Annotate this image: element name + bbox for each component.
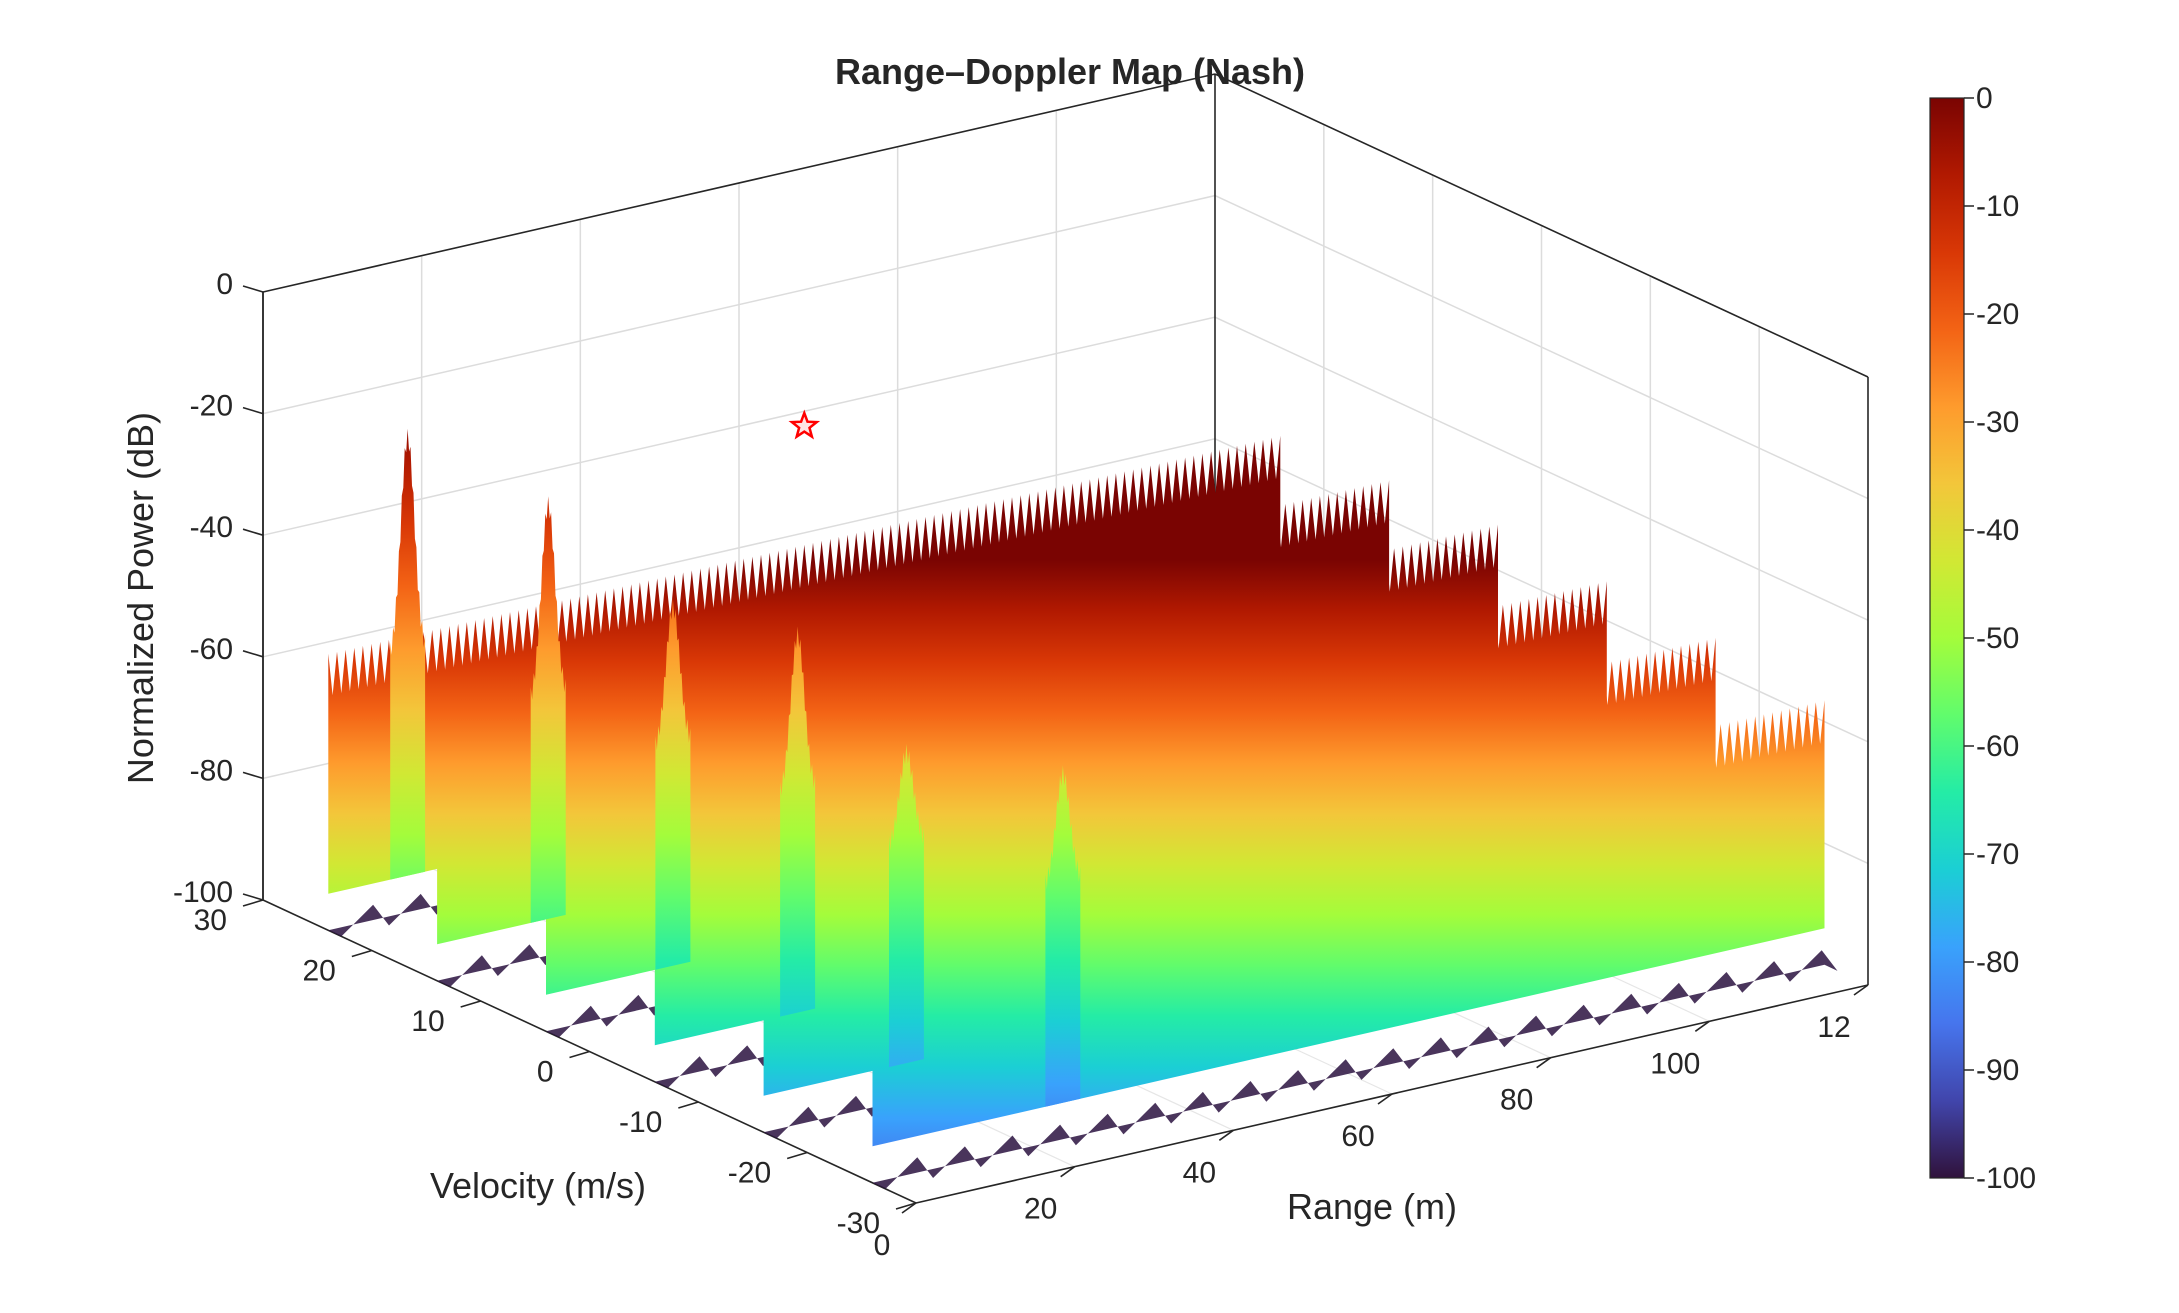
target-peak (390, 428, 426, 880)
axis-ticks: 02040608010012-30-20-100102030-100-80-60… (173, 268, 1869, 1262)
velocity-tick (460, 1000, 481, 1008)
range-tick (901, 1202, 917, 1214)
axes-box-edge (1214, 73, 1869, 378)
velocity-tick (895, 1202, 917, 1210)
colorbar-tick-label: -20 (1976, 298, 2019, 331)
colorbar-tick-label: -70 (1976, 838, 2019, 871)
surface-plot (328, 409, 1838, 1189)
range-tick (1694, 1020, 1710, 1032)
target-peak (655, 597, 691, 970)
colorbar-tick-label: -40 (1976, 514, 2019, 547)
gridline-power (262, 194, 1869, 500)
power-tick (242, 528, 264, 536)
ridge-5 (872, 700, 1838, 1189)
range-tick-label: 60 (1341, 1120, 1374, 1153)
colorbar-scale (1929, 97, 1965, 1179)
range-tick-label: 12 (1817, 1011, 1850, 1044)
target-peak (780, 626, 816, 1017)
velocity-tick-label: 20 (302, 955, 335, 988)
power-tick (242, 771, 264, 780)
power-tick-label: -20 (190, 390, 233, 423)
chart-title: Range–Doppler Map (Nash) (835, 51, 1305, 92)
colorbar-tick-label: -60 (1976, 730, 2019, 763)
velocity-tick (678, 1101, 699, 1109)
power-tick-label: 0 (216, 268, 233, 301)
velocity-tick-label: 30 (194, 904, 227, 937)
power-tick (242, 893, 264, 901)
range-tick-label: 0 (874, 1229, 891, 1262)
velocity-tick-label: 0 (537, 1056, 554, 1089)
range-tick (1218, 1129, 1234, 1141)
pentagram-marker (788, 409, 821, 440)
power-tick (242, 285, 264, 293)
range-tick-label: 20 (1024, 1193, 1057, 1226)
range-tick (1853, 984, 1869, 996)
velocity-tick-label: -30 (837, 1207, 880, 1240)
colorbar-tick-label: 0 (1976, 82, 1993, 115)
power-tick (242, 406, 264, 415)
velocity-tick (242, 899, 264, 907)
range-tick-label: 80 (1500, 1084, 1533, 1117)
velocity-tick (786, 1151, 808, 1160)
z-axis-label: Normalized Power (dB) (120, 412, 161, 784)
velocity-tick-label: 10 (411, 1005, 444, 1038)
colorbar-tick-label: -10 (1976, 190, 2019, 223)
velocity-tick (351, 949, 373, 958)
target-peak (1045, 765, 1081, 1107)
colorbar-tick-label: -80 (1976, 946, 2019, 979)
axes-box-edge (262, 73, 1216, 293)
ridge-surface (872, 700, 1825, 1147)
range-tick-label: 40 (1183, 1156, 1216, 1189)
range-tick (1060, 1166, 1076, 1178)
colorbar-tick-label: -100 (1976, 1162, 2036, 1195)
range-tick (1377, 1093, 1393, 1105)
power-tick-label: -100 (173, 876, 233, 909)
target-peak (530, 496, 566, 923)
power-tick (242, 650, 264, 658)
power-tick-label: -40 (190, 511, 233, 544)
power-tick-label: -80 (190, 754, 233, 787)
target-peak (889, 743, 924, 1068)
velocity-tick (569, 1050, 590, 1059)
colorbar: 0 -10 -20 -30 -40 -50 -60 -70 -80 -90 -100 (1929, 82, 2036, 1195)
colorbar-tick-label: -30 (1976, 406, 2019, 439)
velocity-tick-label: -10 (619, 1106, 662, 1139)
velocity-tick-label: -20 (728, 1157, 771, 1190)
range-tick (1536, 1057, 1552, 1069)
colorbar-tick-label: -90 (1976, 1054, 2019, 1087)
y-axis-label: Velocity (m/s) (430, 1165, 646, 1206)
range-tick-label: 100 (1650, 1047, 1700, 1080)
power-tick-label: -60 (190, 633, 233, 666)
x-axis-label: Range (m) (1287, 1186, 1457, 1227)
colorbar-tick-label: -50 (1976, 622, 2019, 655)
